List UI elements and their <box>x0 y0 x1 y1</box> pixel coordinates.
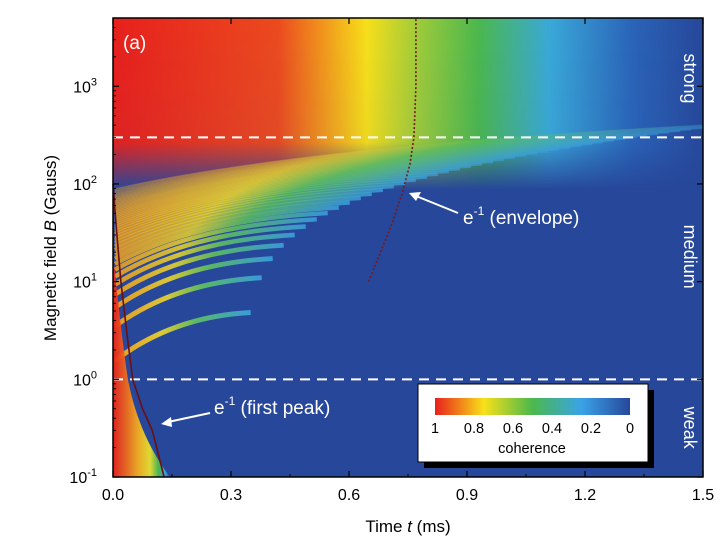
coherence-fringe <box>114 127 703 194</box>
x-axis-title: Time t (ms) <box>365 517 450 536</box>
colorbar-gradient <box>435 398 630 415</box>
x-tick-label: 0.9 <box>456 487 478 504</box>
regime-boundary-lines <box>113 136 703 381</box>
first-peak-arrow <box>167 412 211 423</box>
heatmap-area <box>113 18 703 477</box>
region-label-weak: weak <box>680 406 700 450</box>
colorbar-tick-label: 0.2 <box>581 421 601 437</box>
coherence-fringe <box>114 188 383 245</box>
colorbar-tick-label: 0.8 <box>464 421 484 437</box>
coherence-fringe <box>114 126 703 193</box>
y-axis-ticks: 10-1 100 101 102 103 <box>69 17 703 487</box>
y-axis-title: Magnetic field B (Gauss) <box>41 155 60 341</box>
coherence-fringe <box>113 224 306 279</box>
region-label-medium: medium <box>680 225 700 289</box>
first-peak-annotation-text: e-1 (first peak) <box>214 394 330 419</box>
x-tick-label: 1.2 <box>574 487 596 504</box>
y-tick-label: 10-1 <box>69 467 97 487</box>
coherence-fringe <box>113 275 262 329</box>
x-axis-ticks: 0.0 0.3 0.6 0.9 1.2 1.5 <box>102 18 714 504</box>
x-tick-label: 0.6 <box>338 487 360 504</box>
colorbar-tick-labels: 1 0.8 0.6 0.4 0.2 0 <box>431 421 634 437</box>
colorbar-tick-label: 0.6 <box>503 421 523 437</box>
coherence-fringe <box>114 175 427 233</box>
envelope-annotation-text: e-1 (envelope) <box>463 204 579 229</box>
envelope-annotation: e-1 (envelope) <box>409 192 579 229</box>
region-label-strong: strong <box>680 53 700 103</box>
regime-labels: strong medium weak <box>680 53 700 449</box>
first-peak-curve <box>112 183 165 478</box>
colorbar-box <box>417 383 649 463</box>
coherence-fringe <box>114 196 361 252</box>
first-peak-arrowhead <box>161 417 172 427</box>
coherence-fringe <box>114 178 416 236</box>
weak-field-coherence-region <box>113 255 170 477</box>
coherence-fringe <box>113 232 295 287</box>
coherence-fringe <box>114 191 372 249</box>
colorbar-legend: 1 0.8 0.6 0.4 0.2 0 coherence <box>417 383 654 468</box>
coherence-fringes <box>113 124 703 363</box>
coherence-fringe <box>114 200 350 257</box>
colorbar-label: coherence <box>498 441 566 457</box>
coherence-fringe <box>114 181 405 239</box>
coherence-fringe <box>113 210 328 266</box>
x-tick-label: 1.5 <box>692 487 714 504</box>
y-tick-label: 102 <box>73 174 97 194</box>
coherence-fringe <box>114 184 394 242</box>
colorbar-tick-label: 0.4 <box>542 421 562 437</box>
x-tick-label: 0.3 <box>220 487 242 504</box>
coherence-fringe <box>113 242 284 297</box>
y-tick-label: 100 <box>73 369 97 389</box>
coherence-fringe <box>114 126 703 192</box>
coherence-fringe <box>114 124 703 190</box>
coherence-fringe <box>114 172 438 231</box>
colorbar-tick-label: 0 <box>626 421 634 437</box>
colorbar-tick-label: 1 <box>431 421 439 437</box>
envelope-arrow <box>415 195 459 214</box>
y-tick-label: 103 <box>73 76 97 96</box>
envelope-arrowhead <box>409 192 421 201</box>
coherence-fringe <box>113 256 273 310</box>
panel-label: (a) <box>123 33 146 54</box>
coherence-fringe <box>114 129 692 195</box>
x-tick-label: 0.0 <box>102 487 124 504</box>
coherence-fringe <box>113 217 317 272</box>
coherence-fringe <box>113 205 339 261</box>
envelope-curve <box>367 18 417 282</box>
first-peak-annotation: e-1 (first peak) <box>161 394 330 427</box>
y-tick-label: 101 <box>73 272 97 292</box>
